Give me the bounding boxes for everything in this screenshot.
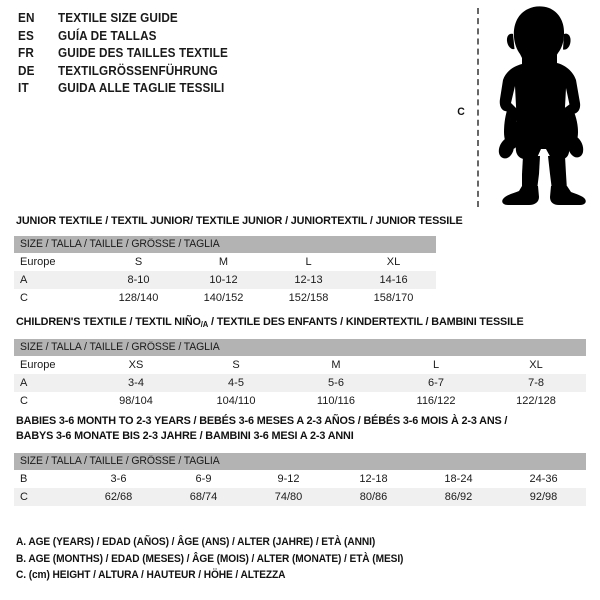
table-row: A 3-4 4-5 5-6 6-7 7-8 [14, 374, 587, 392]
row-label: A [14, 374, 86, 392]
section-babies-title-line2: BABYS 3-6 MONATE BIS 2-3 JAHRE / BAMBINI… [16, 430, 354, 442]
cell-value: 122/128 [486, 392, 587, 410]
section-junior-title: JUNIOR TEXTILE / TEXTIL JUNIOR/ TEXTILE … [16, 215, 463, 227]
cell-value: 6-7 [386, 374, 486, 392]
table-row: C 128/140 140/152 152/158 158/170 [14, 289, 437, 307]
cell-value: 24-36 [501, 470, 587, 488]
children-size-table: SIZE / TALLA / TAILLE / GRÖSSE / TAGLIA … [14, 339, 587, 410]
cell-value: 80/86 [331, 488, 416, 506]
cell-value: 116/122 [386, 392, 486, 410]
cell-value: 8-10 [96, 271, 181, 289]
row-label: C [14, 488, 76, 506]
row-label: A [14, 271, 96, 289]
babies-size-header: SIZE / TALLA / TAILLE / GRÖSSE / TAGLIA [14, 453, 587, 470]
table-row: A 8-10 10-12 12-13 14-16 [14, 271, 437, 289]
language-title: GUIDA ALLE TAGLIE TESSILI [58, 81, 225, 95]
cell-value: 86/92 [416, 488, 501, 506]
language-row-en: EN TEXTILE SIZE GUIDE [18, 11, 438, 29]
babies-table-header-row: SIZE / TALLA / TAILLE / GRÖSSE / TAGLIA [14, 453, 587, 470]
table-row: B 3-6 6-9 9-12 12-18 18-24 24-36 [14, 470, 587, 488]
table-row: C 62/68 68/74 74/80 80/86 86/92 92/98 [14, 488, 587, 506]
legend-item-a: A. AGE (YEARS) / EDAD (AÑOS) / ÂGE (ANS)… [16, 536, 376, 548]
cell-value: 62/68 [76, 488, 161, 506]
language-code: FR [18, 46, 35, 60]
cell-value: 140/152 [181, 289, 266, 307]
language-code: EN [18, 11, 35, 25]
cell-value: S [96, 253, 181, 271]
cell-value: 68/74 [161, 488, 246, 506]
language-title: TEXTILE SIZE GUIDE [58, 11, 178, 25]
children-table-header-row: SIZE / TALLA / TAILLE / GRÖSSE / TAGLIA [14, 339, 587, 356]
cell-value: 18-24 [416, 470, 501, 488]
children-size-header: SIZE / TALLA / TAILLE / GRÖSSE / TAGLIA [14, 339, 587, 356]
language-row-es: ES GUÍA DE TALLAS [18, 29, 438, 47]
cell-value: XL [351, 253, 437, 271]
junior-table-header-row: SIZE / TALLA / TAILLE / GRÖSSE / TAGLIA [14, 236, 437, 253]
cell-value: 128/140 [96, 289, 181, 307]
cell-value: 4-5 [186, 374, 286, 392]
measurement-legend: A. AGE (YEARS) / EDAD (AÑOS) / ÂGE (ANS)… [16, 534, 576, 584]
section-children-title: CHILDREN'S TEXTILE / TEXTIL NIÑO/A / TEX… [16, 315, 571, 332]
language-code: ES [18, 28, 35, 43]
row-label: C [14, 289, 96, 307]
section-junior: JUNIOR TEXTILE / TEXTIL JUNIOR/ TEXTILE … [0, 214, 600, 307]
cell-value: 12-18 [331, 470, 416, 488]
language-title: GUIDE DES TAILLES TEXTILE [58, 46, 228, 60]
table-row: Europe S M L XL [14, 253, 437, 271]
language-code: DE [18, 63, 35, 78]
language-title-list: EN TEXTILE SIZE GUIDE ES GUÍA DE TALLAS … [18, 11, 438, 99]
children-title-post: / TEXTILE DES ENFANTS / KINDERTEXTIL / B… [208, 316, 524, 328]
language-title: TEXTILGRÖSSENFÜHRUNG [58, 63, 218, 78]
cell-value: M [286, 356, 386, 374]
cell-value: 152/158 [266, 289, 351, 307]
language-row-de: DE TEXTILGRÖSSENFÜHRUNG [18, 64, 438, 82]
children-title-pre: CHILDREN'S TEXTILE / TEXTIL NIÑO [16, 316, 201, 328]
children-title-sub: /A [200, 320, 209, 329]
row-label: B [14, 470, 76, 488]
cell-value: 5-6 [286, 374, 386, 392]
cell-value: M [181, 253, 266, 271]
language-row-it: IT GUIDA ALLE TAGLIE TESSILI [18, 81, 438, 99]
cell-value: 74/80 [246, 488, 331, 506]
babies-size-table: SIZE / TALLA / TAILLE / GRÖSSE / TAGLIA … [14, 453, 587, 506]
cell-value: 10-12 [181, 271, 266, 289]
cell-value: 6-9 [161, 470, 246, 488]
junior-size-header: SIZE / TALLA / TAILLE / GRÖSSE / TAGLIA [14, 236, 437, 253]
row-label: C [14, 392, 86, 410]
toddler-silhouette-icon [498, 6, 586, 205]
cell-value: S [186, 356, 286, 374]
language-code: IT [18, 81, 29, 95]
cell-value: L [386, 356, 486, 374]
cell-value: 3-6 [76, 470, 161, 488]
junior-size-table: SIZE / TALLA / TAILLE / GRÖSSE / TAGLIA … [14, 236, 437, 307]
height-measure-figure: C [440, 0, 600, 212]
height-measure-label: C [457, 106, 465, 118]
row-label: Europe [14, 253, 96, 271]
table-row: C 98/104 104/110 110/116 116/122 122/128 [14, 392, 587, 410]
cell-value: 104/110 [186, 392, 286, 410]
cell-value: XL [486, 356, 587, 374]
cell-value: 3-4 [86, 374, 186, 392]
height-dashed-line [477, 8, 479, 207]
cell-value: 12-13 [266, 271, 351, 289]
table-row: Europe XS S M L XL [14, 356, 587, 374]
cell-value: L [266, 253, 351, 271]
cell-value: 98/104 [86, 392, 186, 410]
language-row-fr: FR GUIDE DES TAILLES TEXTILE [18, 46, 438, 64]
section-babies: BABIES 3-6 MONTH TO 2-3 YEARS / BEBÉS 3-… [0, 414, 600, 506]
cell-value: 14-16 [351, 271, 437, 289]
legend-item-b: B. AGE (MONTHS) / EDAD (MESES) / ÂGE (MO… [16, 552, 404, 565]
cell-value: 110/116 [286, 392, 386, 410]
cell-value: 158/170 [351, 289, 437, 307]
language-title: GUÍA DE TALLAS [58, 28, 157, 43]
section-babies-title-line1: BABIES 3-6 MONTH TO 2-3 YEARS / BEBÉS 3-… [16, 415, 508, 427]
cell-value: 7-8 [486, 374, 587, 392]
legend-item-c: C. (cm) HEIGHT / ALTURA / HAUTEUR / HÖHE… [16, 569, 286, 581]
cell-value: 92/98 [501, 488, 587, 506]
section-children: CHILDREN'S TEXTILE / TEXTIL NIÑO/A / TEX… [0, 315, 600, 410]
cell-value: XS [86, 356, 186, 374]
cell-value: 9-12 [246, 470, 331, 488]
row-label: Europe [14, 356, 86, 374]
